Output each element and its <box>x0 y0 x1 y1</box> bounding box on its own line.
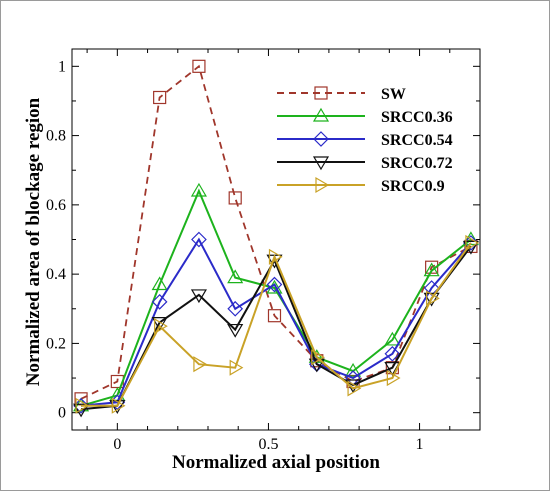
data-point <box>75 397 90 414</box>
legend: SW SRCC0.36 SRCC0.54 SRCC0.72 SRCC0.9 <box>277 86 453 195</box>
series-line <box>80 188 472 407</box>
legend-marker <box>314 86 328 100</box>
legend-marker <box>312 156 330 171</box>
data-point <box>151 293 168 310</box>
y-tick-label: 0.2 <box>46 335 66 352</box>
x-axis-label: Normalized axial position <box>172 452 380 473</box>
data-point <box>227 300 244 317</box>
data-point <box>266 276 283 293</box>
data-point <box>228 191 242 205</box>
y-tick-label: 0 <box>58 405 66 422</box>
data-point <box>190 182 207 197</box>
axis-ticks: 0 0.5 1 0 0.2 0.4 0.6 0.8 1 <box>46 49 481 453</box>
data-point <box>386 370 401 387</box>
series-srcc0-9 <box>75 234 480 414</box>
series-line <box>81 237 472 407</box>
data-point <box>73 403 90 418</box>
legend-marker <box>313 131 329 147</box>
data-point <box>154 318 168 335</box>
data-point <box>229 359 244 376</box>
data-point <box>423 262 440 277</box>
plot-area <box>71 48 481 431</box>
x-tick-label: 0 <box>113 436 121 453</box>
y-tick-label: 0.6 <box>46 197 66 214</box>
legend-label: SW <box>381 86 406 103</box>
data-point <box>151 276 168 291</box>
data-point <box>111 397 126 414</box>
y-tick-label: 0.8 <box>46 128 66 145</box>
legend-marker <box>315 176 330 194</box>
x-tick-label: 1 <box>416 436 424 453</box>
legend-label: SRCC0.72 <box>381 155 453 172</box>
data-point <box>191 231 207 248</box>
legend-label: SRCC0.54 <box>381 132 453 149</box>
data-point <box>426 290 440 307</box>
legend-marker <box>312 107 330 122</box>
y-tick-label: 0.4 <box>46 266 66 283</box>
x-tick-label: 0.5 <box>258 436 278 453</box>
data-point <box>153 90 167 105</box>
data-point <box>190 289 207 304</box>
data-point <box>227 323 244 338</box>
y-axis-label: Normalized area of blockage region <box>23 97 44 386</box>
data-point <box>227 269 244 284</box>
data-point <box>423 292 440 307</box>
legend-item: SRCC0.54 <box>277 131 453 149</box>
legend-label: SRCC0.9 <box>381 178 445 195</box>
data-point <box>384 362 401 376</box>
data-point <box>268 248 283 265</box>
legend-item: SW <box>277 86 406 103</box>
data-point <box>311 349 325 366</box>
legend-item: SRCC0.9 <box>277 176 445 195</box>
data-point <box>193 356 208 373</box>
data-point <box>267 309 282 323</box>
series-line <box>80 64 472 400</box>
y-tick-label: 1 <box>58 58 66 75</box>
legend-item: SRCC0.36 <box>277 107 453 126</box>
legend-label: SRCC0.36 <box>381 109 453 126</box>
data-point <box>192 59 206 73</box>
data-point <box>465 234 480 252</box>
data-point <box>345 362 362 377</box>
data-point <box>384 345 401 362</box>
data-point <box>347 380 362 397</box>
legend-item: SRCC0.72 <box>277 155 453 172</box>
data-point <box>308 358 325 373</box>
series-line <box>81 242 472 407</box>
series-layer <box>73 59 480 418</box>
data-point <box>384 331 401 346</box>
data-point <box>425 260 439 274</box>
